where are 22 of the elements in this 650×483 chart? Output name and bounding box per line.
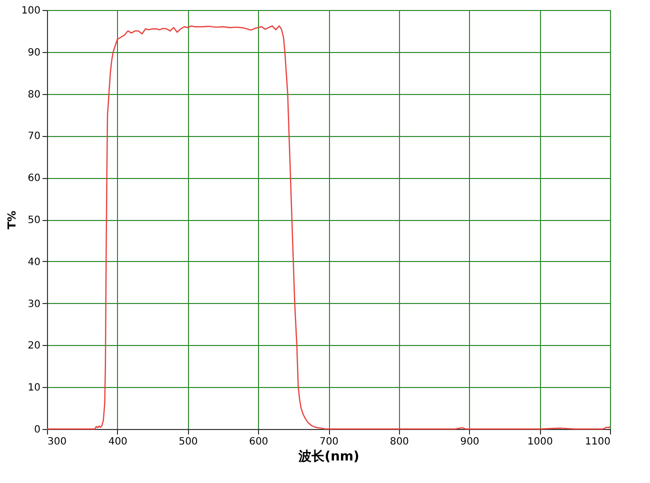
x-tick-label: 1000 [527, 436, 553, 448]
y-axis-title: T% [5, 210, 18, 230]
x-tick-label: 800 [390, 436, 409, 448]
y-tick-label: 30 [28, 298, 40, 310]
y-tick-label: 100 [21, 6, 40, 16]
x-tick-label: 600 [249, 436, 268, 448]
y-tick-label: 80 [28, 89, 40, 100]
y-tick-label: 50 [28, 215, 40, 226]
x-tick-label: 400 [108, 436, 128, 448]
y-tick-label: 0 [34, 424, 40, 436]
x-tick-label: 1100 [585, 436, 610, 448]
y-tick-label: 70 [28, 131, 40, 142]
x-tick-label: 900 [460, 436, 480, 448]
x-axis-title: 波长(nm) [298, 450, 360, 464]
y-tick-label: 10 [28, 382, 40, 394]
y-tick-label: 20 [28, 340, 40, 352]
y-tick-label: 60 [28, 173, 40, 184]
x-tick-label: 300 [48, 436, 67, 448]
y-tick-label: 90 [28, 47, 40, 58]
y-tick-label: 40 [28, 256, 40, 268]
x-tick-label: 700 [319, 436, 339, 448]
x-tick-label: 500 [178, 436, 198, 448]
